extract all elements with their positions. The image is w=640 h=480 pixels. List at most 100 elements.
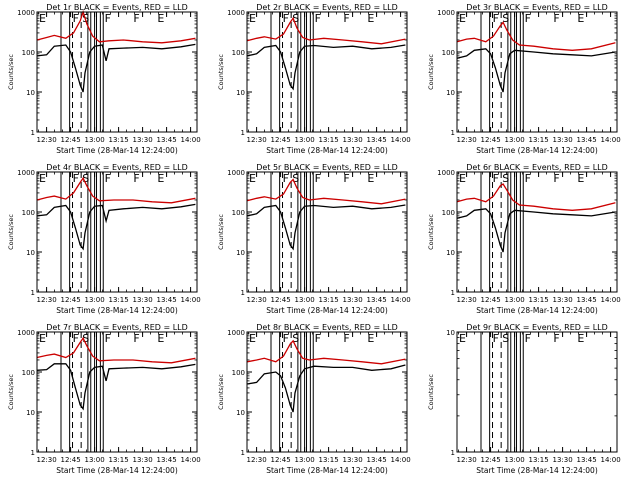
marker-label: E [249, 12, 256, 25]
marker-label: E [157, 172, 164, 185]
chart-panel-7: Det 7r BLACK = Events, RED = LLD Counts/s… [7, 323, 201, 475]
x-tick-label: 13:15 [529, 456, 549, 464]
marker-label: F [105, 12, 111, 25]
series-line-events [36, 43, 196, 93]
y-tick-label: 100 [232, 49, 245, 57]
x-tick-label: 14:00 [601, 456, 621, 464]
y-tick-label: 1000 [17, 9, 35, 17]
marker-label: F [553, 332, 559, 345]
x-tick-label: 13:00 [505, 136, 525, 144]
y-tick-label: 100 [22, 49, 35, 57]
y-tick-label: 10 [446, 249, 455, 257]
x-tick-label: 13:15 [109, 136, 129, 144]
x-tick-label: 13:30 [133, 296, 153, 304]
chart-title: Det 2r BLACK = Events, RED = LLD [256, 3, 398, 12]
marker-label: F [525, 172, 531, 185]
x-tick-label: 13:00 [85, 296, 105, 304]
x-tick-label: 13:30 [343, 456, 363, 464]
marker-label: E [577, 172, 584, 185]
y-tick-label: 1000 [17, 329, 35, 337]
y-axis-label: Counts/sec [427, 374, 435, 410]
marker-label: S [292, 332, 299, 345]
x-tick-label: 12:30 [247, 456, 267, 464]
x-tick-label: 12:45 [61, 296, 81, 304]
y-tick-label: 100 [232, 209, 245, 217]
chart-panel-4: Det 4r BLACK = Events, RED = LLD Counts/s… [7, 163, 201, 315]
x-tick-label: 12:30 [457, 136, 477, 144]
y-tick-label: 10 [26, 89, 35, 97]
marker-label: F [525, 332, 531, 345]
series-line-lld [246, 178, 406, 205]
marker-label: F [283, 172, 289, 185]
chart-panel-2: Det 2r BLACK = Events, RED = LLD Counts/s… [217, 3, 411, 155]
x-tick-label: 12:45 [61, 456, 81, 464]
y-tick-label: 10 [26, 249, 35, 257]
y-axis-label: Counts/sec [217, 374, 225, 410]
plot-frame [246, 171, 408, 293]
chart-title: Det 3r BLACK = Events, RED = LLD [466, 3, 608, 12]
marker-label: E [459, 172, 466, 185]
x-tick-label: 12:45 [481, 136, 501, 144]
x-tick-label: 14:00 [391, 296, 411, 304]
marker-label: F [553, 12, 559, 25]
x-tick-label: 13:45 [367, 456, 387, 464]
x-tick-label: 14:00 [391, 136, 411, 144]
y-axis-label: Counts/sec [427, 54, 435, 90]
x-tick-label: 14:00 [391, 456, 411, 464]
marker-label: S [292, 172, 299, 185]
marker-label: E [459, 332, 466, 345]
y-tick-label: 1000 [227, 9, 245, 17]
marker-label: S [82, 332, 89, 345]
marker-label: F [283, 332, 289, 345]
y-tick-label: 1000 [227, 169, 245, 177]
y-tick-label: 10 [446, 89, 455, 97]
x-tick-label: 12:30 [247, 296, 267, 304]
series-line-lld [36, 9, 196, 44]
marker-label: E [367, 332, 374, 345]
plot-frame [36, 11, 198, 133]
series-line-lld [246, 339, 406, 365]
y-tick-label: 1 [451, 289, 455, 297]
marker-label: F [73, 12, 79, 25]
y-tick-label: 1 [451, 449, 455, 457]
series-line-lld [246, 16, 406, 45]
y-axis-label: Counts/sec [427, 214, 435, 250]
series-line-events [246, 364, 406, 413]
x-tick-label: 13:15 [109, 456, 129, 464]
x-axis-label: Start Time (28-Mar-14 12:24:00) [56, 466, 178, 475]
marker-label: F [553, 172, 559, 185]
x-tick-label: 13:15 [319, 296, 339, 304]
plot-frame [246, 11, 408, 133]
marker-label: F [525, 12, 531, 25]
marker-label: F [343, 12, 349, 25]
marker-label: S [502, 12, 509, 25]
x-axis-label: Start Time (28-Mar-14 12:24:00) [476, 146, 598, 155]
x-tick-label: 13:00 [85, 456, 105, 464]
marker-label: F [493, 332, 499, 345]
y-tick-label: 100 [22, 209, 35, 217]
y-tick-label: 100 [232, 369, 245, 377]
y-tick-label: 100 [442, 49, 455, 57]
x-axis-label: Start Time (28-Mar-14 12:24:00) [476, 466, 598, 475]
x-tick-label: 13:15 [109, 296, 129, 304]
x-tick-label: 14:00 [601, 296, 621, 304]
marker-label: F [105, 172, 111, 185]
x-tick-label: 14:00 [601, 136, 621, 144]
x-axis-label: Start Time (28-Mar-14 12:24:00) [266, 306, 388, 315]
x-tick-label: 12:30 [457, 456, 477, 464]
marker-label: E [39, 332, 46, 345]
x-tick-label: 13:00 [505, 456, 525, 464]
x-tick-label: 12:30 [37, 136, 57, 144]
marker-label: E [39, 172, 46, 185]
x-tick-label: 13:45 [157, 296, 177, 304]
y-tick-label: 1000 [437, 169, 455, 177]
y-tick-label: 1000 [227, 329, 245, 337]
y-tick-label: 1 [451, 129, 455, 137]
x-tick-label: 14:00 [181, 456, 201, 464]
y-axis-label: Counts/sec [217, 214, 225, 250]
chart-panel-9: Det 9r BLACK = Events, RED = LLD Counts/s… [427, 323, 621, 475]
x-tick-label: 14:00 [181, 136, 201, 144]
marker-label: S [292, 12, 299, 25]
y-tick-label: 1000 [17, 169, 35, 177]
x-tick-label: 12:30 [457, 296, 477, 304]
